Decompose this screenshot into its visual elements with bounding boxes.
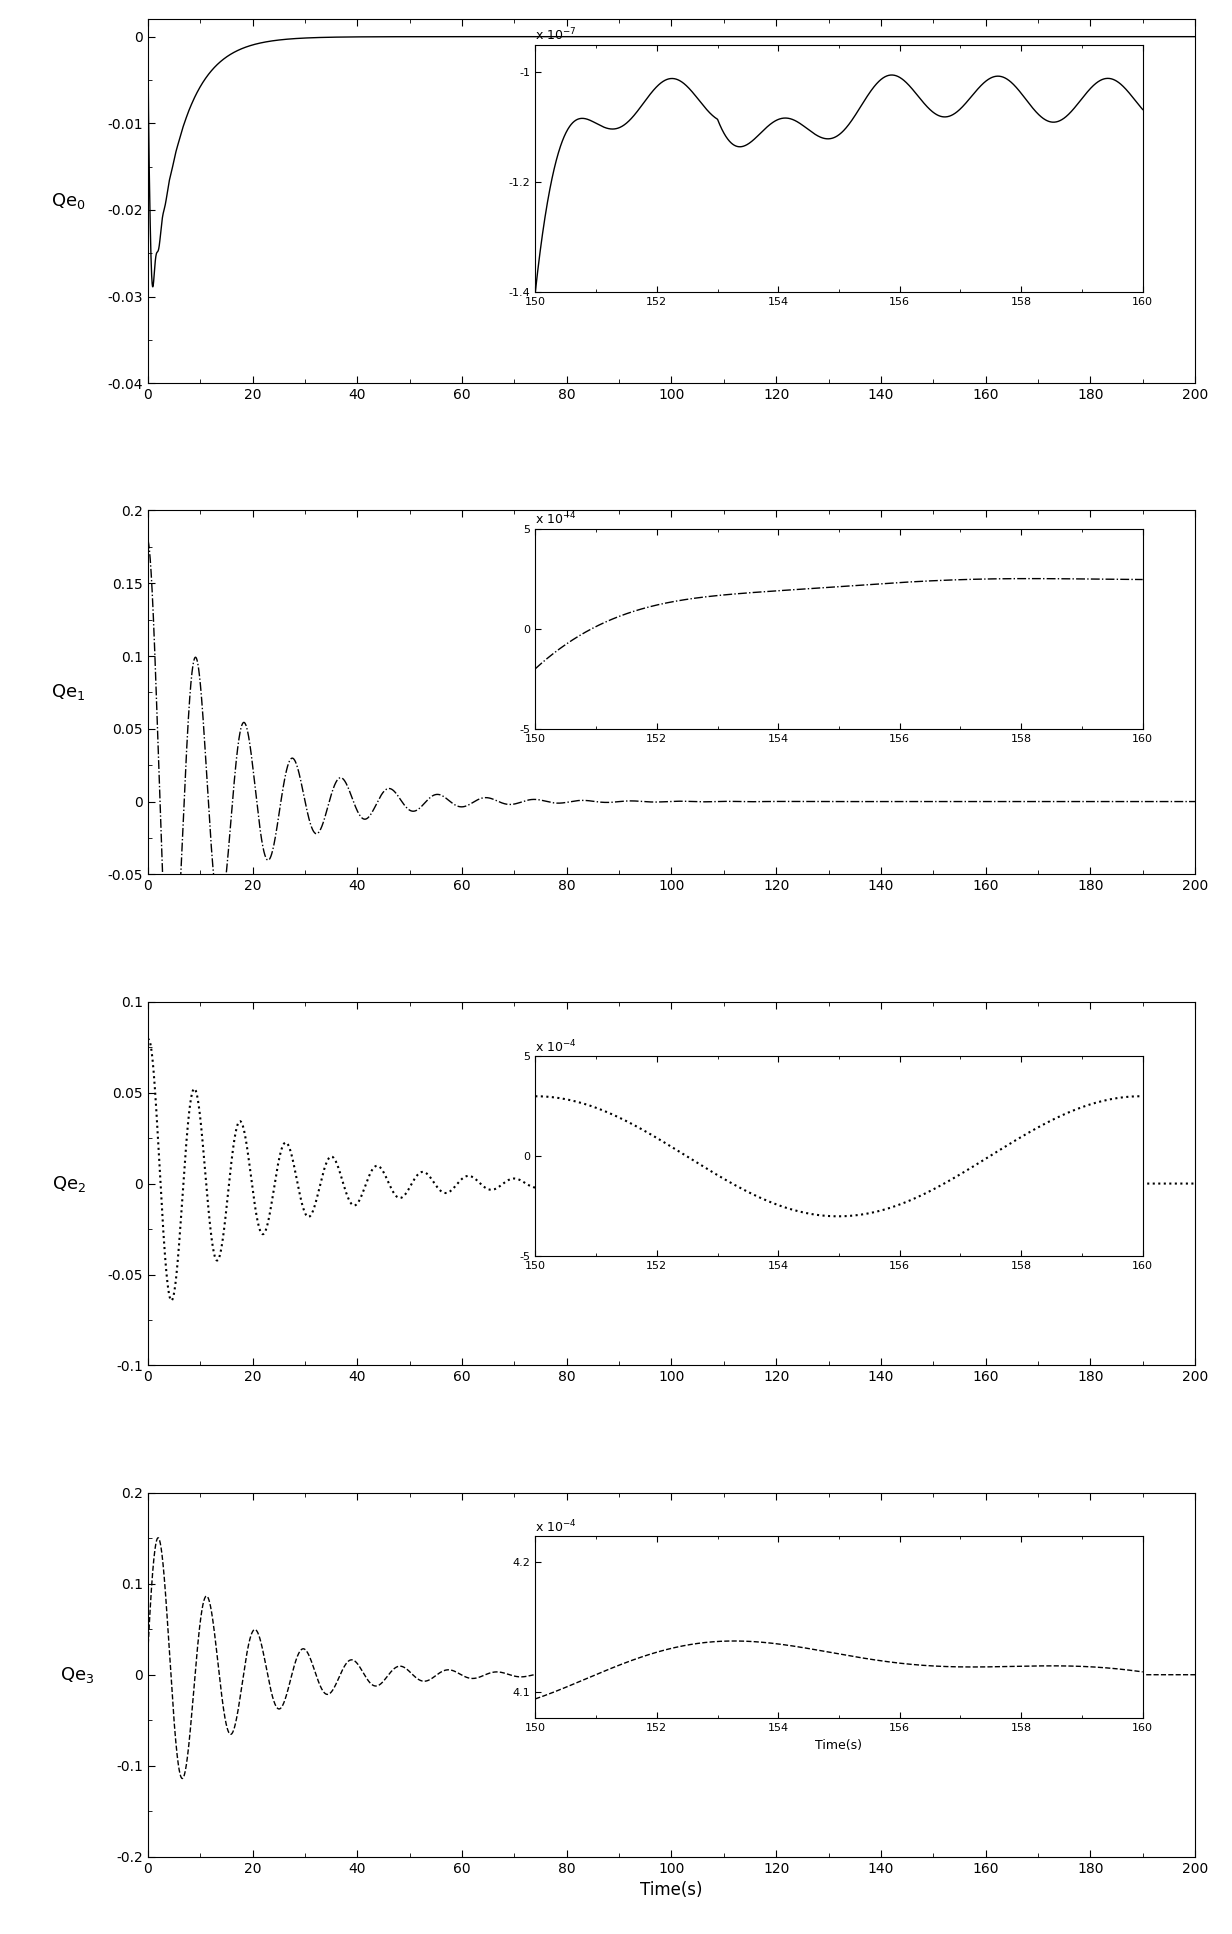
Y-axis label: Qe$_2$: Qe$_2$ xyxy=(52,1174,86,1193)
Y-axis label: Qe$_0$: Qe$_0$ xyxy=(52,191,86,211)
Y-axis label: Qe$_1$: Qe$_1$ xyxy=(52,683,86,702)
X-axis label: Time(s): Time(s) xyxy=(641,1882,702,1899)
Y-axis label: Qe$_3$: Qe$_3$ xyxy=(60,1665,95,1685)
